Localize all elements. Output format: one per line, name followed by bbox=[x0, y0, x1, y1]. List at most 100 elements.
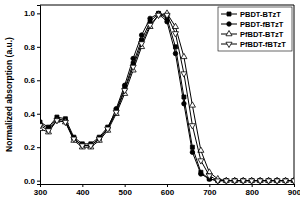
marker bbox=[198, 159, 204, 164]
marker bbox=[172, 32, 178, 37]
x-tick-mark bbox=[125, 184, 126, 187]
y-tick-mark bbox=[37, 13, 40, 14]
legend-label: PBDT-BTzT bbox=[240, 10, 281, 19]
x-tick-mark bbox=[294, 184, 295, 187]
chart: 300 400 500 600 700 800 900 0.0 0.2 0.4 0.6 0.8 1.0 P… bbox=[0, 0, 300, 200]
x-tick: 500 bbox=[118, 184, 132, 197]
marker bbox=[79, 144, 85, 149]
marker bbox=[96, 137, 102, 142]
y-tick: 0.8 bbox=[24, 43, 40, 52]
marker bbox=[189, 102, 195, 107]
marker bbox=[147, 23, 153, 28]
series-markers bbox=[40, 10, 294, 183]
legend-label: PfBDT-BTzT bbox=[240, 30, 284, 39]
series-line bbox=[40, 13, 294, 180]
series-line bbox=[40, 13, 294, 180]
y-tick: 0.0 bbox=[24, 177, 40, 186]
y-tick-mark bbox=[37, 80, 40, 81]
marker bbox=[215, 179, 221, 184]
y-axis-line bbox=[37, 6, 41, 185]
y-tick-label: 0.6 bbox=[24, 76, 36, 85]
series-markers bbox=[40, 11, 294, 183]
marker bbox=[240, 179, 246, 184]
series-group bbox=[40, 10, 294, 184]
marker bbox=[199, 172, 204, 177]
marker bbox=[40, 124, 43, 129]
x-tick-label: 900 bbox=[288, 188, 300, 197]
x-tick: 900 bbox=[288, 184, 300, 197]
x-tick-mark bbox=[82, 184, 83, 187]
legend: PBDT-BTzTPBDT-fBTzTPfBDT-BTzTPfBDT-fBTzT bbox=[218, 7, 292, 51]
marker bbox=[105, 127, 111, 132]
x-tick-mark bbox=[167, 184, 168, 187]
frame-right bbox=[294, 5, 295, 184]
x-tick-mark bbox=[209, 184, 210, 187]
marker bbox=[130, 65, 136, 70]
marker bbox=[88, 144, 94, 149]
x-tick-label: 300 bbox=[34, 188, 48, 197]
marker bbox=[291, 179, 294, 184]
x-tick: 700 bbox=[203, 184, 217, 197]
series-markers bbox=[40, 11, 294, 182]
legend-marker bbox=[226, 42, 232, 47]
marker bbox=[147, 23, 153, 28]
plot: 300 400 500 600 700 800 900 0.0 0.2 0.4 0.6 0.8 1.0 P… bbox=[24, 5, 300, 197]
marker bbox=[181, 72, 187, 77]
y-tick: 0.6 bbox=[24, 76, 40, 85]
y-axis: 0.0 0.2 0.4 0.6 0.8 1.0 bbox=[24, 6, 41, 186]
marker bbox=[148, 16, 153, 21]
marker bbox=[182, 101, 187, 106]
marker bbox=[249, 179, 255, 184]
marker bbox=[88, 144, 94, 149]
y-tick-mark bbox=[37, 147, 40, 148]
marker bbox=[79, 144, 85, 149]
x-tick-label: 700 bbox=[203, 188, 217, 197]
series-line bbox=[40, 13, 294, 180]
x-tick-label: 400 bbox=[76, 188, 90, 197]
marker bbox=[190, 150, 195, 155]
marker bbox=[165, 19, 170, 24]
y-tick-label: 0.0 bbox=[24, 177, 36, 186]
y-tick-label: 0.4 bbox=[24, 110, 36, 119]
frame-top bbox=[40, 5, 294, 6]
y-tick-label: 0.8 bbox=[24, 43, 36, 52]
marker bbox=[45, 129, 51, 134]
marker bbox=[54, 119, 60, 124]
marker bbox=[173, 51, 178, 56]
y-tick: 0.4 bbox=[24, 110, 40, 119]
marker bbox=[45, 129, 51, 134]
marker bbox=[223, 179, 229, 184]
marker bbox=[257, 179, 263, 184]
marker bbox=[139, 33, 144, 38]
y-axis-title: Normalized absorption (a.u.) bbox=[4, 37, 14, 152]
marker bbox=[181, 53, 187, 58]
marker bbox=[164, 13, 170, 18]
legend-label: PBDT-fBTzT bbox=[240, 20, 284, 29]
marker bbox=[113, 110, 119, 115]
y-tick-label: 0.2 bbox=[24, 143, 36, 152]
legend-marker bbox=[227, 12, 231, 16]
x-tick: 300 bbox=[34, 184, 48, 197]
x-tick: 400 bbox=[76, 184, 90, 197]
marker bbox=[71, 137, 77, 142]
marker bbox=[71, 137, 77, 142]
y-tick-mark bbox=[37, 47, 40, 48]
legend-box bbox=[218, 7, 292, 51]
legend-label: PfBDT-fBTzT bbox=[240, 40, 286, 49]
marker bbox=[232, 179, 238, 184]
y-tick: 0.2 bbox=[24, 143, 40, 152]
marker bbox=[155, 13, 161, 18]
x-tick-label: 600 bbox=[161, 188, 175, 197]
y-tick-mark bbox=[37, 114, 40, 115]
x-tick-label: 800 bbox=[245, 188, 259, 197]
x-tick: 600 bbox=[161, 184, 175, 197]
marker bbox=[131, 56, 136, 61]
marker bbox=[62, 120, 68, 125]
x-axis-line bbox=[41, 185, 295, 188]
marker bbox=[282, 179, 288, 184]
x-axis: 300 400 500 600 700 800 900 bbox=[34, 184, 300, 197]
marker bbox=[206, 174, 212, 179]
y-tick: 1.0 bbox=[24, 9, 40, 18]
x-tick: 800 bbox=[245, 184, 259, 197]
x-tick-mark bbox=[252, 184, 253, 187]
